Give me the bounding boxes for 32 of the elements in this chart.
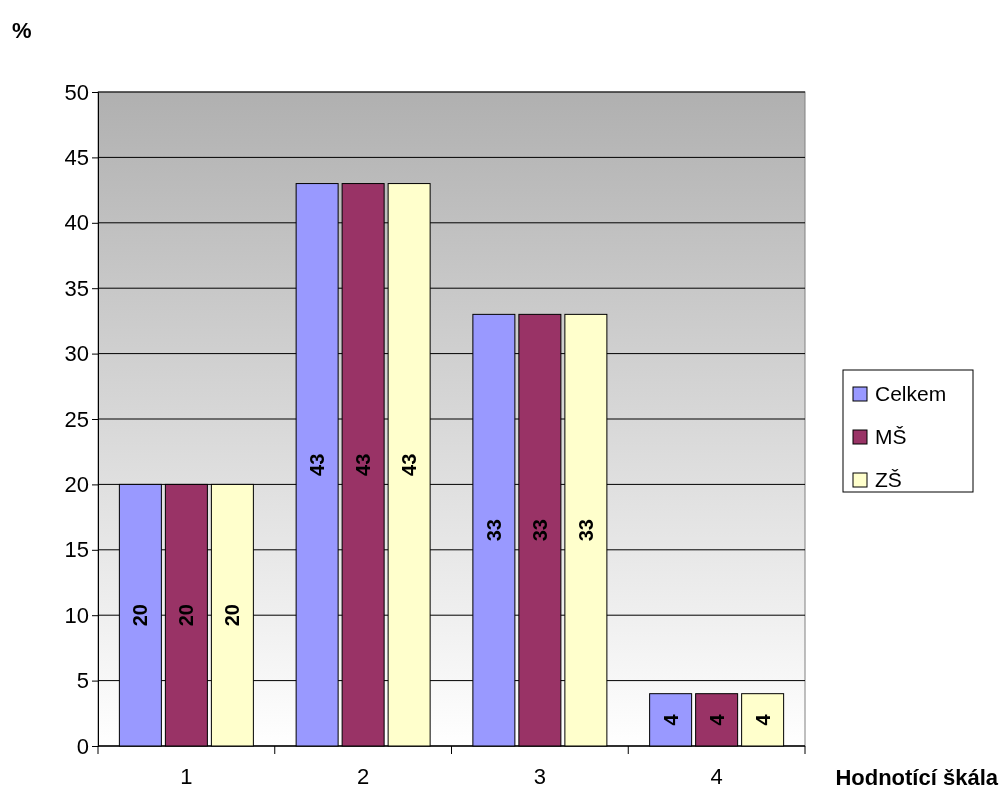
data-label: 33: [482, 519, 505, 542]
x-tick-label: 1: [180, 764, 193, 789]
x-tick-label: 2: [357, 764, 370, 789]
data-label: 33: [528, 519, 551, 542]
x-tick-label: 3: [533, 764, 546, 789]
y-tick-label: 25: [64, 406, 89, 432]
data-label: 43: [306, 453, 329, 476]
legend-label: ZŠ: [875, 468, 902, 491]
y-tick-label: 0: [76, 733, 89, 759]
y-tick-label: 5: [76, 668, 89, 694]
data-label: 33: [574, 519, 597, 542]
y-tick-label: 30: [64, 341, 89, 367]
data-label: 4: [705, 713, 728, 726]
y-tick-label: 20: [64, 471, 89, 497]
y-tick-label: 10: [64, 602, 89, 628]
x-tick-label: 4: [710, 764, 723, 789]
y-tick-label: 40: [64, 210, 89, 236]
data-label: 4: [751, 713, 774, 726]
y-tick-label: 50: [64, 79, 89, 105]
data-label: 43: [352, 453, 375, 476]
y-axis-title: %: [12, 18, 32, 43]
data-label: 43: [398, 453, 421, 476]
y-tick-label: 15: [64, 537, 89, 563]
legend-label: MŠ: [875, 425, 907, 448]
data-label: 4: [659, 713, 682, 726]
x-axis-title: Hodnotící škála: [835, 765, 999, 790]
data-label: 20: [175, 604, 198, 627]
y-tick-label: 45: [64, 144, 89, 170]
data-label: 20: [129, 604, 152, 627]
y-tick-label: 35: [64, 275, 89, 301]
data-label: 20: [221, 604, 244, 627]
legend-label: Celkem: [875, 382, 947, 405]
